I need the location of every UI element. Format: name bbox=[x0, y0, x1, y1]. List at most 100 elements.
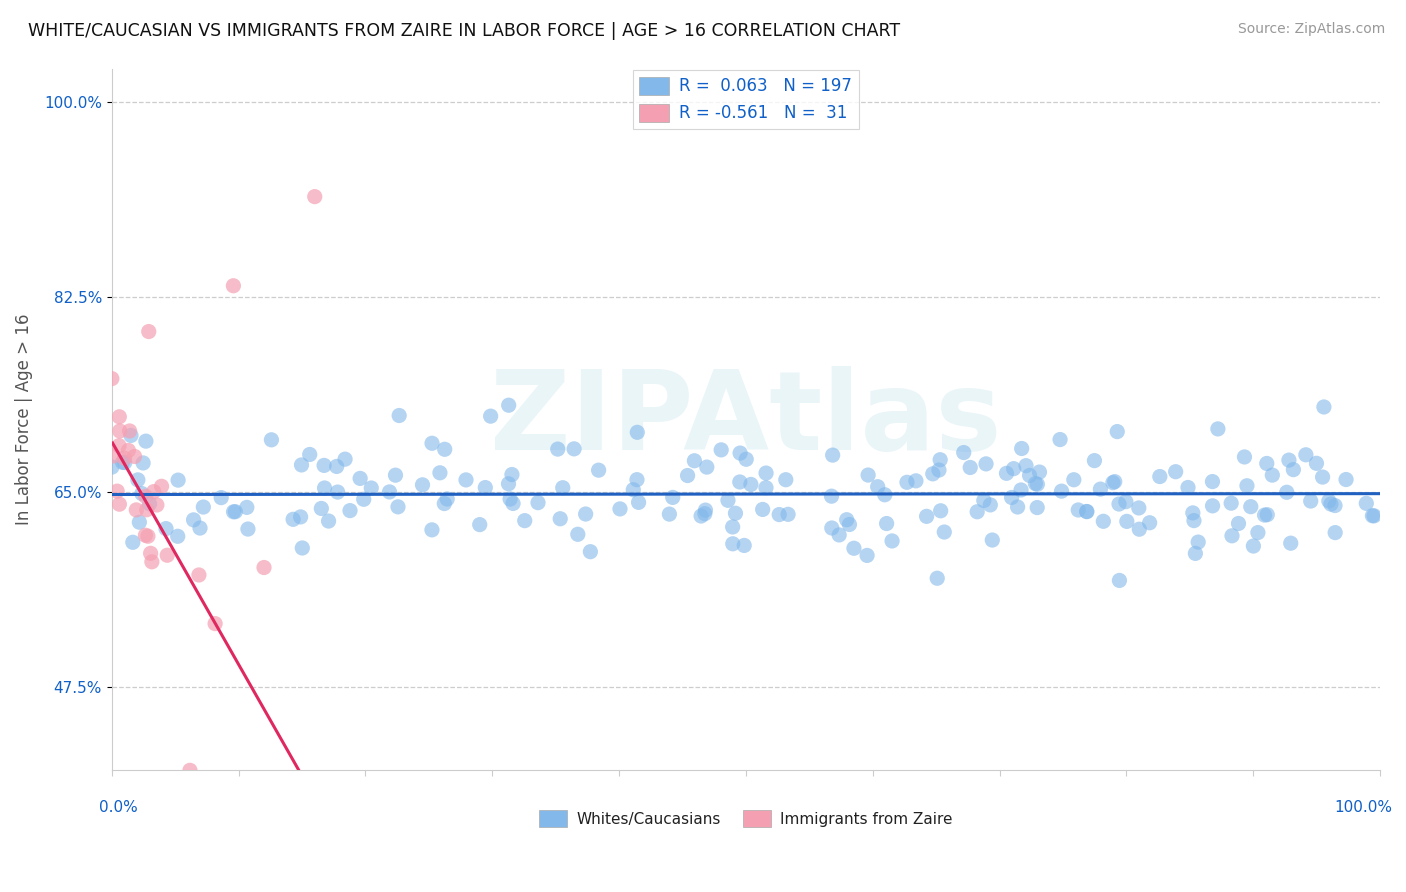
Point bbox=[724, 506, 747, 520]
Point bbox=[118, 424, 141, 438]
Point bbox=[929, 452, 952, 467]
Point bbox=[866, 480, 889, 494]
Point bbox=[156, 548, 179, 562]
Point bbox=[101, 371, 124, 385]
Point bbox=[626, 473, 648, 487]
Point bbox=[1206, 422, 1229, 436]
Point bbox=[544, 786, 567, 800]
Text: 100.0%: 100.0% bbox=[1334, 800, 1393, 815]
Point bbox=[135, 434, 157, 449]
Point bbox=[108, 497, 131, 511]
Point bbox=[838, 517, 860, 532]
Point bbox=[311, 501, 333, 516]
Y-axis label: In Labor Force | Age > 16: In Labor Force | Age > 16 bbox=[15, 314, 32, 525]
Point bbox=[693, 507, 716, 521]
Point bbox=[349, 471, 371, 485]
Point bbox=[420, 436, 443, 450]
Point bbox=[1233, 450, 1256, 464]
Point bbox=[498, 398, 520, 412]
Point bbox=[959, 460, 981, 475]
Point bbox=[141, 555, 163, 569]
Point bbox=[1102, 475, 1125, 490]
Point bbox=[1324, 525, 1347, 540]
Point bbox=[474, 481, 496, 495]
Point bbox=[1256, 457, 1278, 471]
Point bbox=[1177, 481, 1199, 495]
Point bbox=[1010, 483, 1032, 497]
Point bbox=[1220, 529, 1243, 543]
Point bbox=[188, 521, 211, 535]
Point bbox=[683, 454, 706, 468]
Point bbox=[1282, 462, 1305, 476]
Point bbox=[1324, 499, 1347, 513]
Point bbox=[548, 512, 571, 526]
Point bbox=[609, 502, 631, 516]
Point bbox=[187, 568, 209, 582]
Point bbox=[915, 509, 938, 524]
Point bbox=[139, 546, 162, 560]
Point bbox=[728, 475, 751, 489]
Point bbox=[131, 486, 153, 500]
Point bbox=[498, 476, 520, 491]
Point bbox=[1334, 473, 1357, 487]
Point bbox=[204, 616, 226, 631]
Point bbox=[842, 541, 865, 556]
Point bbox=[751, 502, 773, 516]
Point bbox=[575, 507, 598, 521]
Point bbox=[179, 764, 201, 778]
Point bbox=[1312, 470, 1334, 484]
Point bbox=[1361, 508, 1384, 523]
Point bbox=[721, 520, 744, 534]
Point bbox=[166, 529, 188, 543]
Point bbox=[588, 463, 610, 477]
Point bbox=[468, 517, 491, 532]
Point bbox=[856, 549, 879, 563]
Point bbox=[1002, 461, 1025, 475]
Point bbox=[298, 448, 321, 462]
Point bbox=[1115, 515, 1137, 529]
Point bbox=[304, 189, 326, 203]
Point bbox=[973, 493, 995, 508]
Point bbox=[353, 492, 375, 507]
Point bbox=[236, 500, 259, 515]
Point bbox=[821, 448, 844, 462]
Point bbox=[981, 533, 1004, 547]
Point bbox=[1104, 475, 1126, 489]
Point bbox=[733, 538, 755, 552]
Point bbox=[527, 496, 550, 510]
Point bbox=[1024, 476, 1046, 491]
Point bbox=[1261, 468, 1284, 483]
Point bbox=[695, 503, 717, 517]
Point bbox=[420, 523, 443, 537]
Point bbox=[117, 443, 139, 458]
Point bbox=[690, 508, 713, 523]
Point bbox=[1320, 497, 1343, 511]
Point bbox=[1362, 508, 1385, 523]
Point bbox=[1256, 508, 1278, 522]
Point bbox=[1007, 500, 1029, 514]
Point bbox=[717, 493, 740, 508]
Point bbox=[138, 497, 160, 511]
Point bbox=[1184, 546, 1206, 560]
Point bbox=[501, 467, 523, 482]
Point bbox=[775, 473, 797, 487]
Point bbox=[1128, 500, 1150, 515]
Point bbox=[499, 491, 522, 506]
Point bbox=[621, 483, 644, 497]
Point bbox=[934, 524, 956, 539]
Text: WHITE/CAUCASIAN VS IMMIGRANTS FROM ZAIRE IN LABOR FORCE | AGE > 16 CORRELATION C: WHITE/CAUCASIAN VS IMMIGRANTS FROM ZAIRE… bbox=[28, 22, 900, 40]
Point bbox=[125, 503, 148, 517]
Point bbox=[290, 509, 312, 524]
Point bbox=[253, 560, 276, 574]
Point bbox=[1313, 400, 1336, 414]
Point bbox=[222, 278, 245, 293]
Text: ZIPAtlas: ZIPAtlas bbox=[491, 366, 1001, 473]
Point bbox=[138, 325, 160, 339]
Point bbox=[1028, 465, 1050, 479]
Point bbox=[1108, 574, 1130, 588]
Point bbox=[314, 481, 336, 495]
Point bbox=[388, 409, 411, 423]
Point bbox=[873, 488, 896, 502]
Point bbox=[1107, 425, 1129, 439]
Point bbox=[1083, 453, 1105, 467]
